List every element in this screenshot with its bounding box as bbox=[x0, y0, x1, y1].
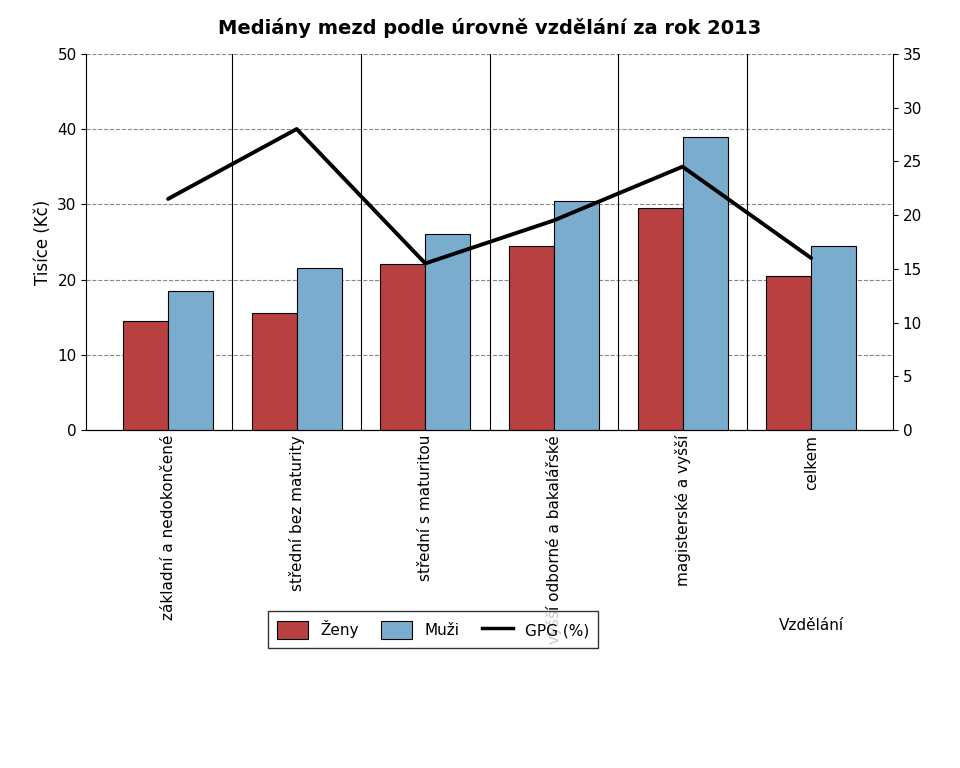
Bar bbox=[509, 246, 554, 430]
Bar bbox=[637, 208, 683, 430]
Legend: Ženy, Muži, GPG (%): Ženy, Muži, GPG (%) bbox=[268, 611, 598, 648]
Bar bbox=[811, 246, 856, 430]
Bar bbox=[425, 234, 470, 430]
Bar bbox=[380, 264, 425, 430]
Bar bbox=[766, 276, 811, 430]
Title: Mediány mezd podle úrovně vzdělání za rok 2013: Mediány mezd podle úrovně vzdělání za ro… bbox=[218, 18, 761, 38]
Bar bbox=[683, 137, 728, 430]
Bar bbox=[554, 200, 599, 430]
Bar bbox=[123, 321, 168, 430]
Text: Vzdělání: Vzdělání bbox=[779, 618, 844, 634]
Bar bbox=[252, 313, 297, 430]
Bar bbox=[297, 268, 342, 430]
Y-axis label: Tisíce (Kč): Tisíce (Kč) bbox=[34, 199, 52, 285]
Bar bbox=[168, 291, 213, 430]
